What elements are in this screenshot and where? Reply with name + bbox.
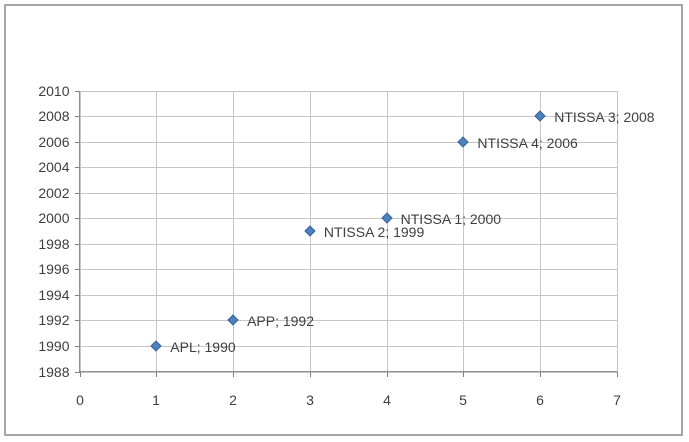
y-tick-label: 1996 (38, 261, 70, 277)
x-tick (155, 371, 157, 377)
x-tick-label: 0 (76, 391, 84, 408)
x-tick-label: 4 (383, 391, 391, 408)
x-tick-label: 1 (152, 391, 160, 408)
h-gridline (79, 243, 617, 245)
x-tick-label: 2 (229, 391, 237, 408)
data-point-marker[interactable] (457, 135, 470, 148)
x-tick-label: 7 (613, 391, 621, 408)
h-gridline (79, 90, 617, 92)
y-tick-label: 2002 (38, 185, 70, 201)
y-tick (74, 90, 80, 92)
data-point-label: NTISSA 4; 2006 (477, 134, 578, 151)
h-gridline (79, 141, 617, 143)
data-point-label: NTISSA 2; 1999 (323, 224, 425, 240)
x-tick-label: 5 (459, 391, 467, 408)
data-point-marker[interactable] (150, 340, 162, 352)
y-tick (74, 217, 80, 219)
h-gridline (79, 192, 617, 194)
data-point-marker[interactable] (227, 314, 239, 327)
x-tick (386, 371, 388, 377)
data-point-label: APP; 1992 (247, 313, 314, 330)
v-gridline (155, 90, 157, 372)
v-gridline (616, 90, 618, 372)
data-point-label: NTISSA 3; 2008 (554, 109, 655, 126)
y-tick-label: 1994 (38, 287, 70, 303)
y-tick-label: 1998 (38, 236, 70, 252)
x-tick (232, 371, 234, 377)
h-gridline (79, 115, 617, 117)
x-tick (462, 371, 464, 377)
h-gridline (79, 217, 617, 219)
x-tick (309, 371, 311, 377)
y-tick (74, 141, 80, 143)
h-gridline (79, 268, 617, 270)
y-tick-label: 2010 (38, 83, 70, 99)
y-tick-label: 2000 (38, 210, 70, 226)
v-gridline (462, 90, 464, 372)
h-gridline (79, 294, 617, 296)
data-point-label: NTISSA 1; 2000 (400, 211, 502, 228)
y-tick (74, 115, 80, 117)
y-tick (74, 243, 80, 245)
v-gridline (232, 90, 234, 372)
data-point-label: APL; 1990 (170, 338, 236, 355)
h-gridline (79, 319, 617, 321)
y-tick (74, 345, 80, 347)
x-tick (616, 371, 618, 377)
v-gridline (539, 90, 541, 372)
y-tick-label: 1992 (38, 312, 70, 328)
h-gridline (79, 345, 617, 347)
data-point-marker[interactable] (534, 110, 546, 122)
y-tick (74, 371, 80, 373)
v-gridline (79, 90, 81, 372)
x-tick-label: 3 (306, 391, 314, 408)
y-tick (74, 192, 80, 194)
h-gridline (79, 166, 617, 168)
y-tick (74, 319, 80, 321)
x-axis-line (79, 371, 617, 372)
x-tick (539, 371, 541, 377)
y-tick (74, 166, 80, 168)
y-tick-label: 2004 (38, 159, 70, 175)
y-tick-label: 2008 (38, 108, 70, 124)
y-tick (74, 294, 80, 296)
y-tick-label: 1988 (38, 364, 70, 380)
h-gridline (79, 371, 617, 373)
v-gridline (386, 90, 388, 372)
y-tick (74, 268, 80, 270)
chart-frame: 1988 1990 1992 1994 1996 1998 2000 2002 2004 2006… (4, 4, 683, 436)
data-point-marker[interactable] (304, 225, 316, 237)
x-tick-label: 6 (536, 391, 544, 408)
x-tick (79, 371, 81, 377)
y-axis-line (79, 90, 80, 372)
y-tick-label: 2006 (38, 134, 70, 150)
y-tick-label: 1990 (38, 338, 70, 354)
